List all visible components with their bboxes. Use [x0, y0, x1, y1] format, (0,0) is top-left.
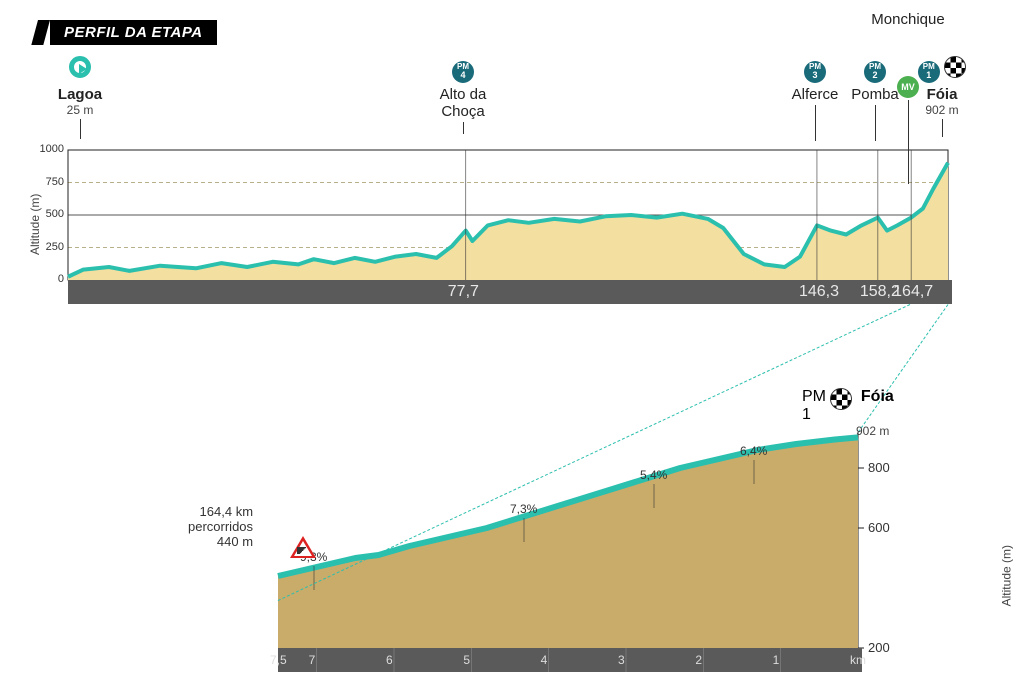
stage-marker: Lagoa25 m [40, 56, 120, 139]
y-tick: 750 [46, 176, 64, 188]
gradient-label: 6,4% [740, 444, 767, 458]
total-distance: 171,9km [952, 278, 1002, 310]
pm-badge: PM1 [918, 61, 940, 83]
marker-name: Lagoa [40, 86, 120, 103]
detail-x-tick: km [850, 653, 866, 667]
km-mark: 146,3 [799, 283, 839, 301]
pm-badge: PM1 [802, 388, 826, 424]
y-tick: 0 [58, 273, 64, 285]
y-tick: 500 [46, 208, 64, 220]
detail-y-tick: 800 [868, 460, 890, 475]
finish-icon [830, 388, 852, 410]
detail-x-tick: 7,5 [270, 653, 287, 667]
detail-x-tick: 2 [695, 653, 702, 667]
detail-start-text: percorridos [188, 519, 253, 534]
pm-badge: PM4 [452, 61, 474, 83]
detail-x-tick: 5 [463, 653, 470, 667]
detail-finish-marker: PM1 Fóia 902 m [802, 388, 894, 438]
marker-line [942, 119, 943, 137]
detail-start-km: 164,4 km [188, 504, 253, 519]
y-tick: 250 [46, 241, 64, 253]
marker-sub: 25 m [40, 103, 120, 117]
detail-x-tick: 6 [386, 653, 393, 667]
climb-warning-icon [290, 536, 316, 558]
detail-start-alt: 440 m [188, 534, 253, 549]
stage-marker: PM4 Alto daChoça [423, 56, 503, 134]
detail-x-tick: 3 [618, 653, 625, 667]
detail-y-tick: 200 [868, 640, 890, 655]
stage-marker: PM1 Fóia902 m [902, 56, 982, 137]
marker-name: Alto daChoça [423, 86, 503, 120]
marker-name: Monchique [868, 11, 948, 28]
detail-finish-name: Fóia [861, 388, 894, 405]
detail-y-tick: 600 [868, 520, 890, 535]
detail-finish-alt: 902 m [856, 424, 894, 438]
km-mark: 164,7 [893, 283, 933, 301]
gradient-label: 7,3% [510, 502, 537, 516]
detail-start-info: 164,4 kmpercorridos440 m [188, 504, 253, 549]
detail-x-tick: 1 [773, 653, 780, 667]
y-axis-label-main: Altitude (m) [28, 194, 42, 255]
gradient-label: 5,4% [640, 468, 667, 482]
start-icon [69, 56, 91, 78]
marker-name: Fóia [902, 86, 982, 103]
detail-x-tick: 4 [541, 653, 548, 667]
y-axis-label-detail: Altitude (m) [999, 545, 1013, 606]
finish-icon [944, 56, 966, 78]
km-mark: 77,7 [448, 283, 479, 301]
marker-line [463, 122, 464, 134]
marker-line [80, 119, 81, 139]
y-tick: 1000 [40, 143, 64, 155]
marker-line [815, 105, 816, 141]
marker-sub: 902 m [902, 103, 982, 117]
detail-x-tick: 7 [309, 653, 316, 667]
pm-badge: PM3 [804, 61, 826, 83]
